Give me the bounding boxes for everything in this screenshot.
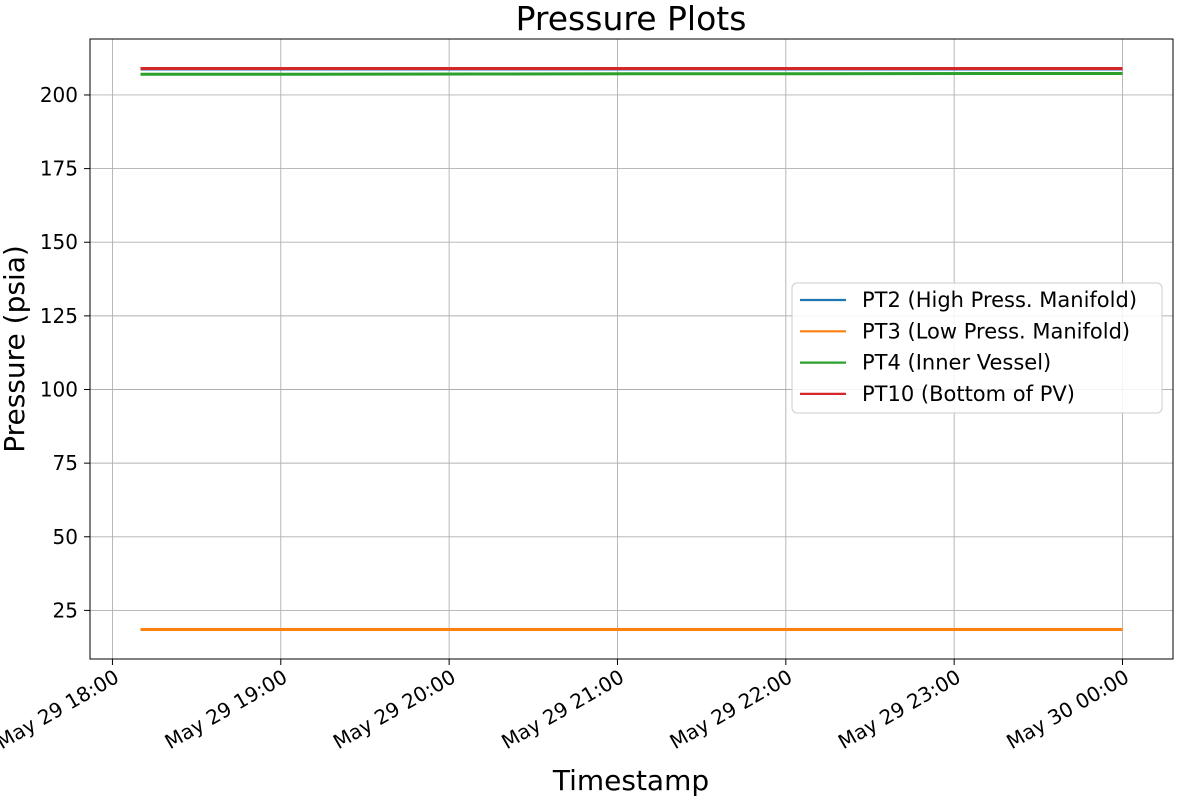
x-tick-label: May 30 00:00 [1002, 665, 1133, 754]
y-tick-label: 125 [40, 304, 78, 328]
x-tick-label: May 29 22:00 [666, 665, 797, 754]
x-tick-label: May 29 18:00 [0, 665, 123, 754]
x-tick-label: May 29 21:00 [497, 665, 628, 754]
plot-frame [89, 38, 1174, 660]
legend-label: PT2 (High Press. Manifold) [862, 288, 1137, 312]
legend-label: PT3 (Low Press. Manifold) [862, 319, 1130, 343]
legend: PT2 (High Press. Manifold) PT3 (Low Press… [791, 282, 1163, 414]
y-tick-label: 75 [53, 451, 78, 475]
legend-label: PT4 (Inner Vessel) [862, 351, 1051, 375]
x-axis-title: Timestamp [552, 764, 709, 797]
legend-box [791, 282, 1163, 414]
series-line [140, 72, 1123, 76]
x-axis: May 29 18:00 May 29 19:00 May 29 20:00 May … [0, 659, 1133, 754]
x-tick-label: May 29 23:00 [834, 665, 965, 754]
y-tick-label: 50 [53, 525, 78, 549]
chart-title: Pressure Plots [516, 0, 747, 38]
y-tick-label: 25 [53, 598, 78, 622]
x-tick-label: May 29 20:00 [329, 665, 460, 754]
y-tick-label: 200 [40, 83, 78, 107]
y-axis-title: Pressure (psia) [0, 245, 31, 453]
y-axis: 25 50 75 100 125 150 175 200 [40, 83, 90, 622]
y-tick-label: 175 [40, 157, 78, 181]
series-lines [140, 67, 1123, 631]
y-tick-label: 100 [40, 377, 78, 401]
x-tick-label: May 29 19:00 [161, 665, 292, 754]
legend-label: PT10 (Bottom of PV) [862, 382, 1075, 406]
y-tick-label: 150 [40, 230, 78, 254]
